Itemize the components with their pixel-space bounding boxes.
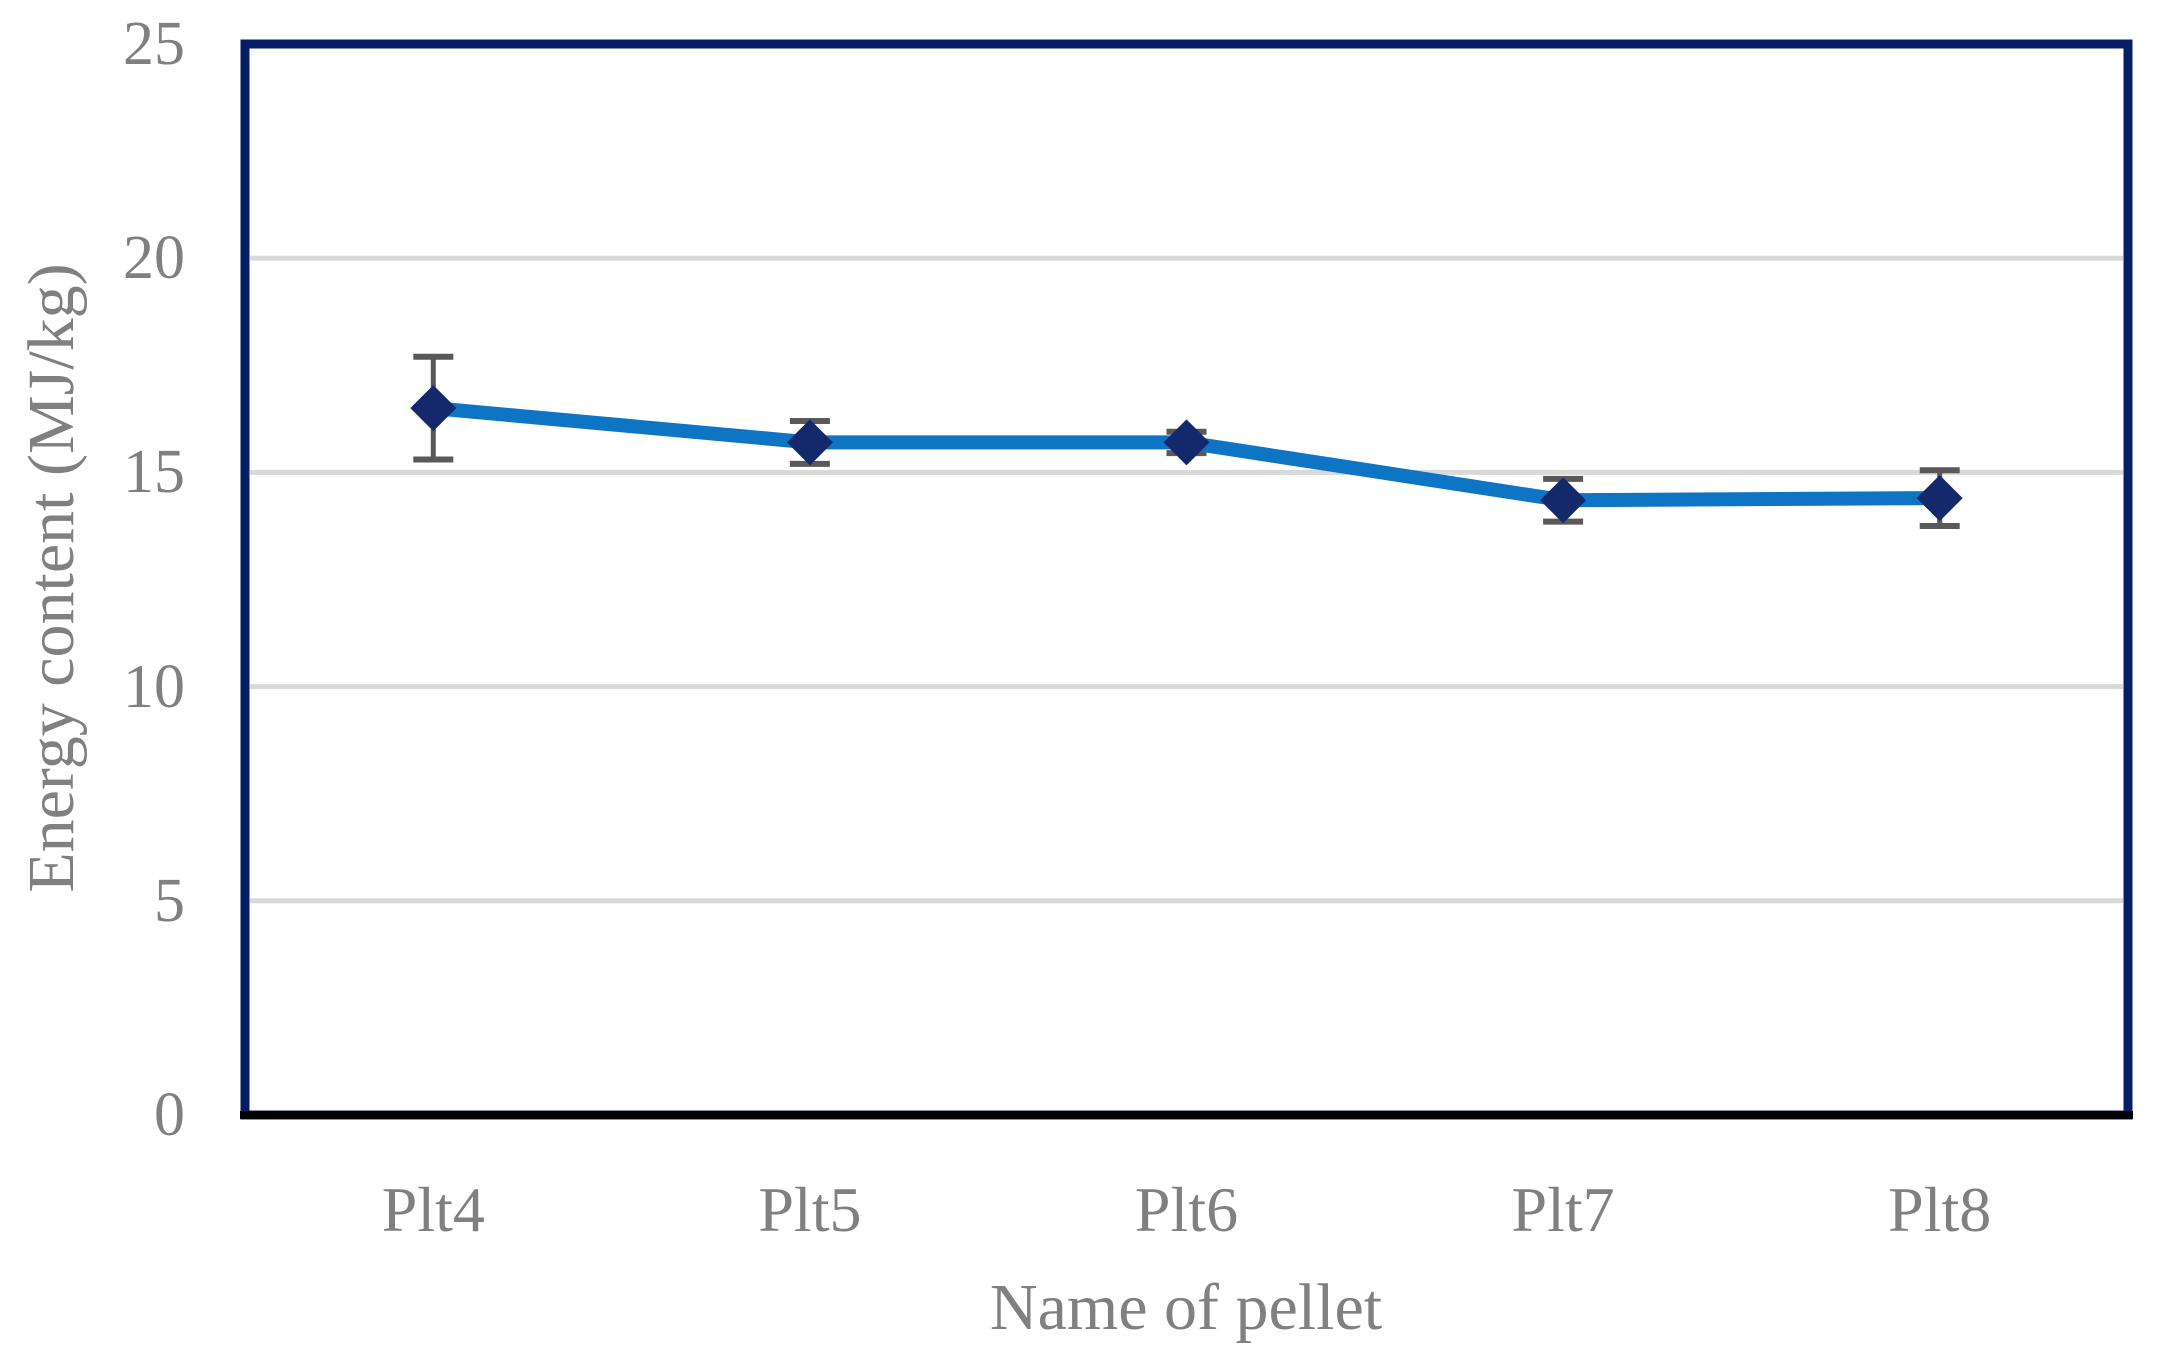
y-tick-label: 5 bbox=[154, 866, 185, 935]
y-tick-label: 25 bbox=[123, 10, 185, 78]
data-point-marker bbox=[410, 385, 457, 432]
x-category-label: Plt8 bbox=[1888, 1174, 1992, 1245]
data-point-marker bbox=[1540, 477, 1587, 524]
y-tick-label: 20 bbox=[123, 224, 185, 293]
x-category-label: Plt4 bbox=[381, 1174, 485, 1245]
y-tick-label: 0 bbox=[154, 1081, 185, 1149]
plot-border bbox=[240, 39, 2133, 1120]
y-axis-title: Energy content (MJ/kg) bbox=[15, 263, 88, 893]
data-point-marker bbox=[1163, 419, 1210, 466]
x-category-label: Plt6 bbox=[1134, 1174, 1239, 1245]
x-category-label: Plt7 bbox=[1511, 1174, 1615, 1245]
data-point-marker bbox=[1916, 475, 1963, 522]
data-point-marker bbox=[786, 419, 833, 466]
y-tick-label: 10 bbox=[123, 652, 185, 721]
x-axis-title: Name of pellet bbox=[989, 1271, 1383, 1344]
x-category-label: Plt5 bbox=[758, 1174, 862, 1245]
y-tick-label: 15 bbox=[123, 438, 185, 507]
